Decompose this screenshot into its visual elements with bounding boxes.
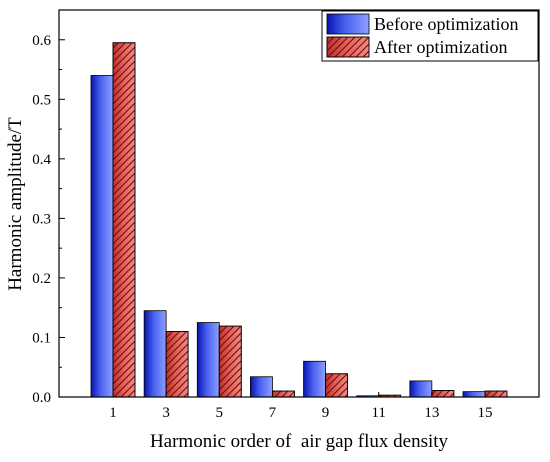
y-axis-title: Harmonic amplitude/T — [5, 117, 26, 291]
x-tick-label-1: 3 — [162, 405, 170, 421]
bar-before-13 — [409, 380, 433, 398]
bar-after-hatch-3 — [165, 331, 189, 398]
bar-before-15 — [462, 391, 486, 398]
bar-after-hatch-15 — [484, 390, 508, 398]
x-axis: 1 3 5 7 9 11 13 15 — [109, 392, 492, 421]
bar-after-hatch-9 — [325, 373, 348, 398]
legend: Before optimization After optimization — [321, 10, 539, 62]
y-tick-label-2: 0.2 — [32, 271, 51, 287]
y-tick-label-5: 0.5 — [32, 92, 51, 108]
bar-after-hatch-5 — [218, 325, 242, 398]
y-axis: 0.0 0.1 0.2 0.3 0.4 0.5 0.6 — [32, 33, 65, 406]
y-tick-label-6: 0.6 — [32, 33, 51, 49]
bar-after-hatch-1 — [112, 42, 136, 398]
bar-before-1 — [90, 75, 114, 398]
y-tick-label-0: 0.0 — [32, 390, 51, 406]
y-tick-label-1: 0.1 — [32, 330, 51, 346]
x-tick-label-3: 7 — [269, 405, 277, 421]
bar-before-5 — [196, 322, 220, 398]
bar-before-3 — [143, 310, 167, 398]
x-tick-label-2: 5 — [216, 405, 224, 421]
legend-label-before: Before optimization — [374, 14, 518, 34]
x-tick-label-0: 1 — [109, 405, 117, 421]
bar-before-7 — [250, 376, 273, 398]
bars-group — [90, 42, 508, 398]
x-tick-label-5: 11 — [371, 405, 385, 421]
bar-before-9 — [303, 360, 326, 398]
legend-swatch-before — [326, 13, 370, 35]
bar-after-hatch-13 — [431, 390, 455, 398]
x-tick-label-6: 13 — [424, 405, 439, 421]
x-tick-label-4: 9 — [322, 405, 330, 421]
y-tick-label-3: 0.3 — [32, 211, 51, 227]
legend-swatch-after-hatch — [326, 36, 370, 58]
plot-frame — [58, 9, 540, 398]
x-axis-title: Harmonic order of air gap flux density — [150, 431, 449, 452]
y-tick-label-4: 0.4 — [32, 152, 51, 168]
bar-after-hatch-7 — [272, 390, 295, 398]
x-tick-label-7: 15 — [477, 405, 492, 421]
legend-label-after: After optimization — [374, 37, 507, 57]
